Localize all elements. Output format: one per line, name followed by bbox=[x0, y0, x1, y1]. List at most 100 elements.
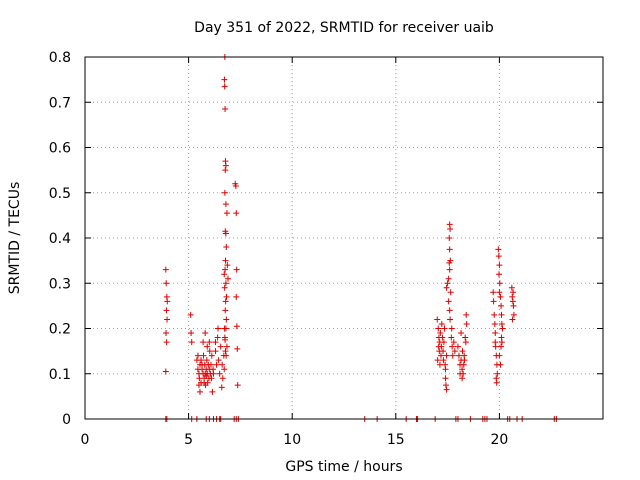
chart-title: Day 351 of 2022, SRMTID for receiver uai… bbox=[194, 20, 494, 36]
data-point bbox=[495, 271, 502, 278]
data-point bbox=[207, 361, 214, 368]
x-tick-label: 5 bbox=[184, 432, 193, 448]
data-point bbox=[498, 302, 505, 309]
data-point bbox=[188, 339, 195, 346]
data-point bbox=[201, 379, 208, 386]
data-point bbox=[222, 348, 229, 355]
data-point bbox=[222, 201, 229, 208]
data-point bbox=[223, 352, 230, 359]
data-point bbox=[498, 339, 505, 346]
data-point bbox=[164, 316, 171, 323]
data-point bbox=[163, 330, 170, 337]
data-point bbox=[442, 375, 449, 382]
data-point bbox=[233, 323, 240, 330]
data-point bbox=[441, 325, 448, 332]
data-point bbox=[449, 343, 456, 350]
data-point bbox=[493, 379, 500, 386]
y-tick-label: 0.2 bbox=[49, 322, 71, 338]
data-point bbox=[440, 339, 447, 346]
data-point bbox=[461, 357, 468, 364]
y-tick-label: 0.7 bbox=[49, 95, 71, 111]
data-point bbox=[222, 336, 229, 343]
data-point bbox=[462, 339, 469, 346]
data-point bbox=[510, 289, 517, 296]
data-point bbox=[495, 246, 502, 253]
data-point bbox=[233, 293, 240, 300]
data-point bbox=[198, 357, 205, 364]
data-point bbox=[195, 382, 202, 389]
data-point bbox=[163, 280, 170, 287]
data-point bbox=[442, 366, 449, 373]
data-point bbox=[435, 325, 442, 332]
data-point bbox=[463, 311, 470, 318]
data-point bbox=[496, 289, 503, 296]
data-point bbox=[223, 343, 230, 350]
data-point bbox=[510, 311, 517, 318]
data-point bbox=[444, 280, 451, 287]
data-point bbox=[457, 370, 464, 377]
data-point bbox=[443, 284, 450, 291]
data-point bbox=[492, 330, 499, 337]
data-point bbox=[203, 373, 210, 380]
x-tick-label: 10 bbox=[283, 432, 301, 448]
data-point bbox=[222, 280, 229, 287]
data-point bbox=[163, 339, 170, 346]
data-point bbox=[199, 361, 206, 368]
data-point bbox=[459, 375, 466, 382]
data-point bbox=[448, 334, 455, 341]
data-point bbox=[446, 266, 453, 273]
data-point bbox=[450, 339, 457, 346]
data-point bbox=[187, 311, 194, 318]
data-point bbox=[218, 384, 225, 391]
data-point bbox=[217, 343, 224, 350]
data-point bbox=[194, 352, 201, 359]
y-tick-label: 0.1 bbox=[49, 367, 71, 383]
x-tick-label: 20 bbox=[490, 432, 508, 448]
data-point bbox=[215, 325, 222, 332]
data-point bbox=[209, 388, 216, 395]
data-point bbox=[437, 352, 444, 359]
data-point bbox=[223, 244, 230, 251]
data-point bbox=[445, 298, 452, 305]
data-point bbox=[221, 76, 228, 83]
data-point bbox=[459, 366, 466, 373]
x-axis-label: GPS time / hours bbox=[285, 459, 402, 475]
data-point bbox=[196, 388, 203, 395]
data-point bbox=[447, 289, 454, 296]
tick-labels: 0 0.1 0.2 0.3 0.4 0.5 0.6 0.7 0.8 0 5 10 15 20 bbox=[49, 50, 509, 448]
data-point bbox=[509, 298, 516, 305]
data-point bbox=[446, 259, 453, 266]
data-point bbox=[222, 307, 229, 314]
data-point bbox=[164, 298, 171, 305]
data-point bbox=[162, 368, 169, 375]
data-point bbox=[443, 352, 450, 359]
data-point bbox=[222, 257, 229, 264]
data-point bbox=[508, 284, 515, 291]
data-point bbox=[233, 266, 240, 273]
grid bbox=[85, 57, 603, 419]
data-point bbox=[454, 343, 461, 350]
data-point bbox=[221, 271, 228, 278]
data-point bbox=[234, 345, 241, 352]
data-point bbox=[221, 325, 228, 332]
data-point bbox=[496, 262, 503, 269]
data-point bbox=[221, 366, 228, 373]
y-tick-label: 0.6 bbox=[49, 141, 71, 157]
data-point bbox=[221, 189, 228, 196]
data-point bbox=[223, 293, 230, 300]
data-point bbox=[443, 386, 450, 393]
data-point bbox=[491, 311, 498, 318]
data-point bbox=[498, 343, 505, 350]
data-point bbox=[214, 334, 221, 341]
y-tick-label: 0 bbox=[62, 412, 71, 428]
data-point bbox=[213, 361, 220, 368]
data-point bbox=[458, 330, 465, 337]
data-point bbox=[206, 339, 213, 346]
data-point bbox=[212, 348, 219, 355]
data-point bbox=[497, 361, 504, 368]
data-point bbox=[463, 320, 470, 327]
data-point bbox=[491, 320, 498, 327]
data-point bbox=[219, 375, 226, 382]
data-point bbox=[442, 382, 449, 389]
